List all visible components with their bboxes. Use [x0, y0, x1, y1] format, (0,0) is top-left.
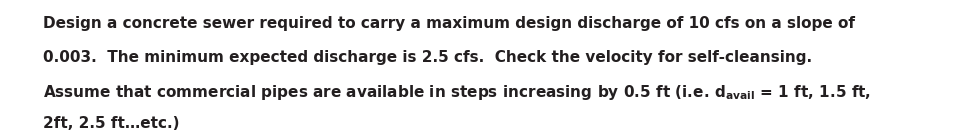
Text: Assume that commercial pipes are available in steps increasing by 0.5 ft (i.e. d: Assume that commercial pipes are availab… — [43, 83, 871, 102]
Text: 2ft, 2.5 ft…etc.): 2ft, 2.5 ft…etc.) — [43, 116, 179, 131]
Text: 0.003.  The minimum expected discharge is 2.5 cfs.  Check the velocity for self-: 0.003. The minimum expected discharge is… — [43, 50, 813, 65]
Text: Design a concrete sewer required to carry a maximum design discharge of 10 cfs o: Design a concrete sewer required to carr… — [43, 16, 855, 31]
